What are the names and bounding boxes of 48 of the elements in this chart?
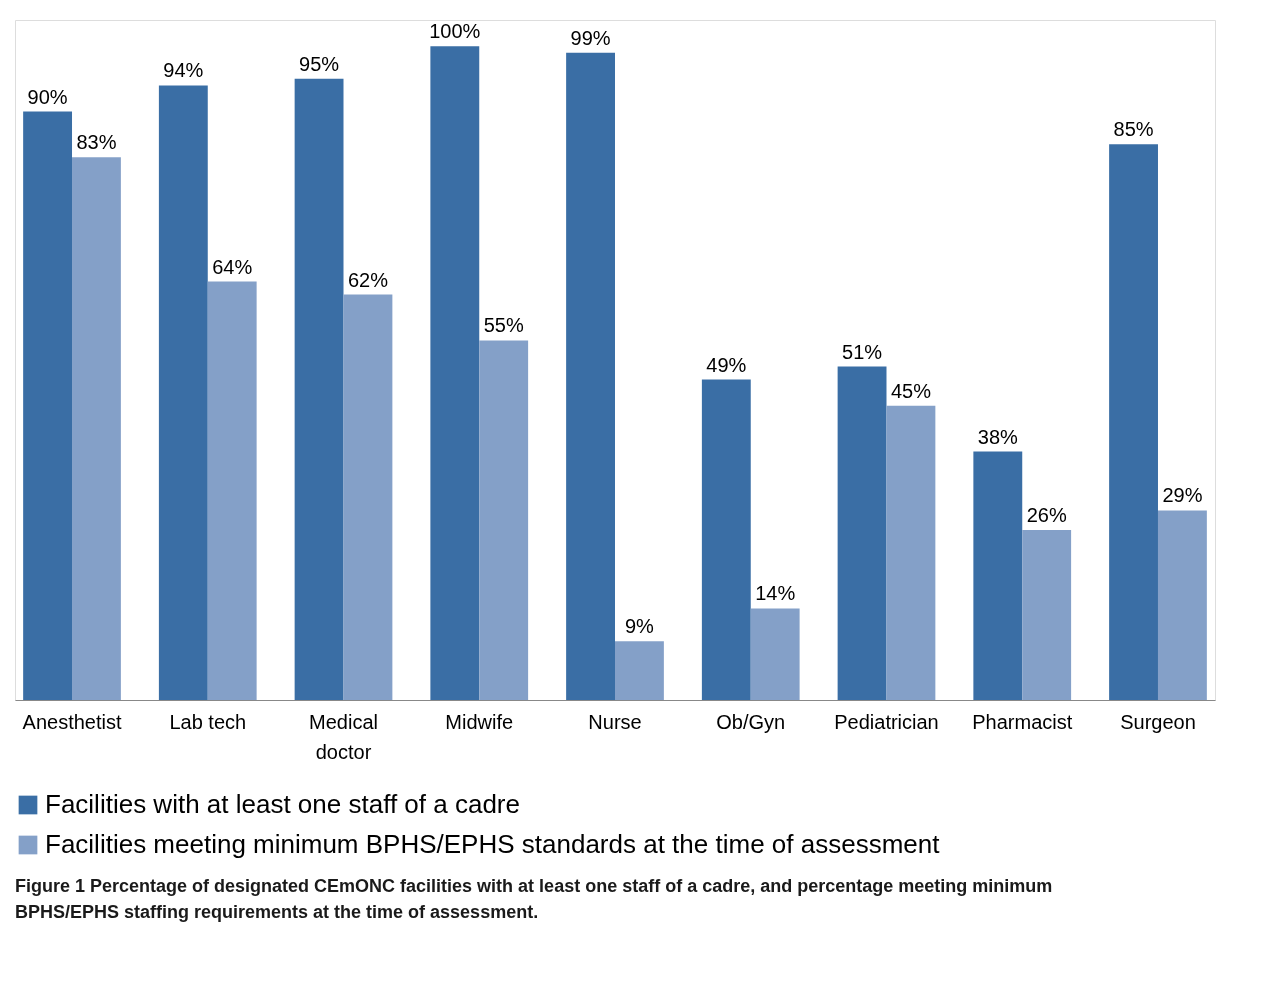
x-tick-label: Pediatrician bbox=[834, 710, 939, 733]
x-tick-label: Nurse bbox=[588, 710, 642, 733]
data-label: 38% bbox=[977, 425, 1019, 448]
bar bbox=[1157, 510, 1207, 700]
bar bbox=[430, 46, 480, 700]
legend-label: Facilities with at least one staff of a cadre bbox=[45, 789, 520, 819]
bar bbox=[837, 366, 887, 700]
legend-label: Facilities meeting minimum BPHS/EPHS standards at the time of assessment bbox=[45, 829, 941, 859]
bar bbox=[23, 111, 73, 700]
x-tick-label: Midwife bbox=[445, 710, 514, 733]
data-label: 94% bbox=[163, 59, 204, 82]
bar bbox=[886, 405, 936, 700]
data-label: 62% bbox=[347, 268, 389, 291]
bar bbox=[1022, 530, 1072, 700]
data-label: 90% bbox=[27, 85, 68, 108]
x-tick-label: Medical doctor bbox=[309, 710, 378, 763]
bar bbox=[158, 85, 208, 700]
data-label: 100% bbox=[429, 20, 481, 43]
data-label: 55% bbox=[483, 314, 524, 337]
bar bbox=[343, 294, 393, 700]
data-label: 83% bbox=[76, 131, 117, 154]
x-tick-label: Anesthetist bbox=[22, 710, 122, 733]
data-label: 45% bbox=[890, 379, 932, 402]
data-label: 99% bbox=[570, 26, 611, 49]
x-tick-label: Pharmacist bbox=[972, 710, 1073, 733]
bar bbox=[566, 52, 615, 700]
bar bbox=[72, 157, 121, 700]
bar bbox=[294, 78, 344, 700]
data-label: 29% bbox=[1162, 484, 1203, 507]
data-label: 64% bbox=[212, 255, 253, 278]
bar bbox=[973, 451, 1023, 700]
data-label: 51% bbox=[842, 340, 883, 363]
x-tick-label: Ob/Gyn bbox=[716, 710, 786, 733]
bar bbox=[615, 641, 664, 700]
bar bbox=[479, 340, 529, 700]
data-label: 14% bbox=[755, 582, 796, 605]
x-tick-label: Lab tech bbox=[169, 710, 247, 733]
x-tick-label: Surgeon bbox=[1120, 710, 1196, 733]
data-label: 9% bbox=[624, 615, 655, 638]
caption: Figure 1 Percentage of designated CEmONC facilities with at least one staff of a cadre, and percentage meeting minimum BPHS/EPHS staffing requirements at the time of assessment. bbox=[15, 876, 1053, 922]
bar bbox=[701, 379, 751, 700]
bar bbox=[750, 608, 800, 700]
data-label: 95% bbox=[299, 52, 340, 75]
bar bbox=[1109, 144, 1158, 700]
data-label: 85% bbox=[1113, 118, 1154, 141]
bar bbox=[207, 281, 257, 700]
data-label: 49% bbox=[706, 353, 747, 376]
data-label: 26% bbox=[1026, 504, 1067, 526]
